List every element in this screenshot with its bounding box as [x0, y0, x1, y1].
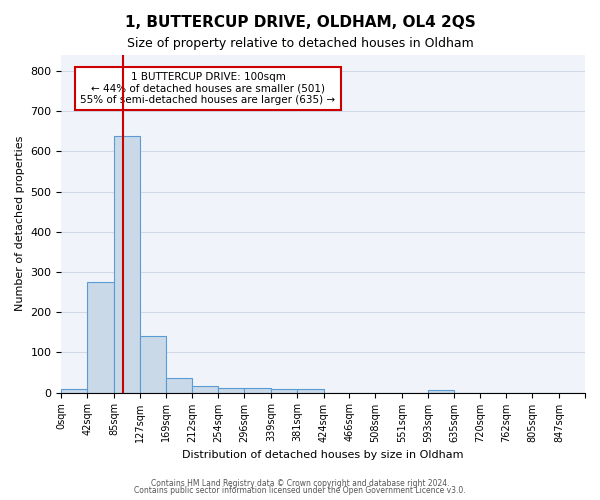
- Text: Contains HM Land Registry data © Crown copyright and database right 2024.: Contains HM Land Registry data © Crown c…: [151, 478, 449, 488]
- Text: 1, BUTTERCUP DRIVE, OLDHAM, OL4 2QS: 1, BUTTERCUP DRIVE, OLDHAM, OL4 2QS: [125, 15, 475, 30]
- Bar: [140, 336, 166, 392]
- Y-axis label: Number of detached properties: Number of detached properties: [15, 136, 25, 312]
- Bar: [271, 388, 297, 392]
- Bar: [166, 378, 193, 392]
- Text: Contains public sector information licensed under the Open Government Licence v3: Contains public sector information licen…: [134, 486, 466, 495]
- Text: Size of property relative to detached houses in Oldham: Size of property relative to detached ho…: [127, 38, 473, 51]
- Bar: [88, 282, 114, 393]
- Bar: [244, 388, 271, 392]
- Text: 1 BUTTERCUP DRIVE: 100sqm
← 44% of detached houses are smaller (501)
55% of semi: 1 BUTTERCUP DRIVE: 100sqm ← 44% of detac…: [80, 72, 335, 105]
- Bar: [428, 390, 454, 392]
- Bar: [218, 388, 244, 392]
- Bar: [193, 386, 218, 392]
- Bar: [61, 390, 88, 392]
- Bar: [114, 136, 140, 392]
- Bar: [297, 390, 323, 392]
- X-axis label: Distribution of detached houses by size in Oldham: Distribution of detached houses by size …: [182, 450, 464, 460]
